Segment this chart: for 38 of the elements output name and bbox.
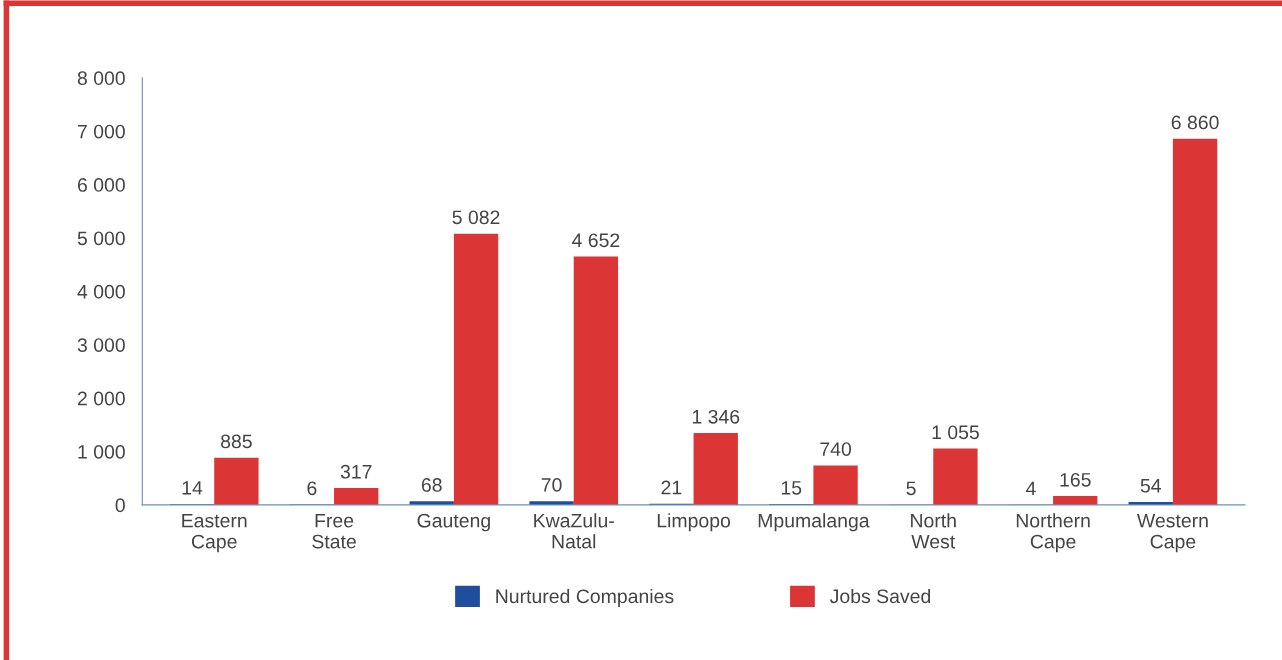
y-tick-label: 0 [115,498,125,513]
x-tick-label: Limpopo [657,513,731,532]
data-label: 740 [820,442,852,456]
y-tick-label: 1 000 [78,444,125,459]
data-label: 68 [421,478,442,492]
x-tick-label: Gauteng [417,513,490,532]
data-label: 54 [1140,479,1161,493]
data-label: 165 [1060,472,1091,487]
data-label: 14 [182,481,203,495]
data-label: 5 [906,481,916,496]
data-label: 15 [781,481,802,495]
data-label: 4 652 [572,233,620,248]
y-tick-label: 5 000 [77,231,125,246]
data-label: 1 055 [932,425,979,440]
data-label: 6 [307,481,317,496]
legend-label: Nurtured Companies [496,588,674,608]
data-label: 885 [221,434,252,449]
y-tick-label: 6 000 [77,178,125,192]
x-tick-label: Northern Cape [1016,513,1090,553]
data-label: 1 346 [692,409,740,424]
x-tick-label: Free State [312,513,356,549]
data-label: 21 [661,480,682,495]
y-tick-label: 8 000 [77,71,125,86]
data-label: 6 860 [1171,115,1219,130]
y-tick-label: 3 000 [77,338,125,352]
data-label: 5 082 [452,210,500,225]
data-label: 70 [541,478,562,492]
x-tick-label: Mpumalanga [758,513,870,532]
x-tick-label: Eastern Cape [182,513,247,553]
data-label: 4 [1025,481,1036,496]
y-tick-label: 4 000 [77,284,125,299]
legend-label: Jobs Saved [829,588,931,604]
data-label: 317 [340,464,372,479]
x-tick-label: KwaZulu- Natal [534,513,614,549]
y-tick-label: 7 000 [77,124,125,139]
y-tick-label: 2 000 [77,391,125,406]
x-tick-label: Western Cape [1136,513,1208,553]
x-tick-label: North West [911,513,956,549]
